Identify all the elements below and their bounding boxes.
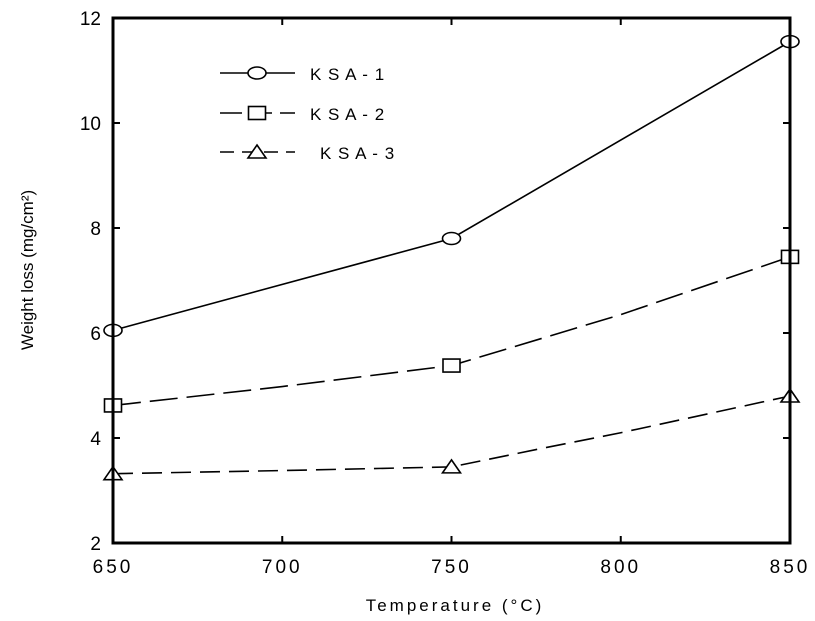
series-markers — [102, 34, 801, 481]
x-tick-label: 800 — [600, 557, 641, 578]
legend-item-2: K S A - 2 — [220, 105, 385, 124]
legend-label: K S A - 1 — [310, 65, 385, 84]
series-1-point — [441, 231, 462, 246]
legend-item-1: K S A - 1 — [220, 65, 385, 84]
series-line-3 — [112, 395, 791, 475]
y-tick-label: 12 — [80, 9, 101, 30]
series-2-point — [442, 358, 461, 373]
legend-marker — [247, 105, 267, 121]
series-line-2 — [112, 256, 791, 407]
legend-marker — [247, 66, 267, 80]
legend: K S A - 1 K S A - 2 K S A - 3 — [220, 65, 395, 163]
x-tick-labels: 650 700 750 800 850 — [93, 557, 811, 578]
y-tick-label: 6 — [90, 324, 101, 345]
y-tick-label: 2 — [90, 534, 101, 555]
y-axis-title: Weight loss (mg/cm²) — [18, 190, 37, 350]
series-line-1 — [112, 40, 791, 332]
x-tick-label: 850 — [770, 557, 811, 578]
x-tick-label: 750 — [431, 557, 472, 578]
y-tick-label: 8 — [90, 219, 101, 240]
legend-item-3: K S A - 3 — [220, 143, 395, 163]
x-tick-label: 650 — [93, 557, 134, 578]
plot-frame — [111, 16, 792, 545]
legend-marker — [246, 143, 268, 159]
x-tick-label: 700 — [262, 557, 303, 578]
y-tick-labels: 2 4 6 8 10 12 — [80, 9, 102, 555]
y-tick-label: 4 — [90, 429, 101, 450]
legend-label: K S A - 2 — [310, 105, 385, 124]
legend-label: K S A - 3 — [320, 144, 395, 163]
series-lines — [112, 40, 791, 475]
x-axis-title: Temperature (°C) — [366, 596, 545, 615]
series-3-point — [440, 458, 463, 474]
y-tick-label: 10 — [80, 114, 101, 135]
